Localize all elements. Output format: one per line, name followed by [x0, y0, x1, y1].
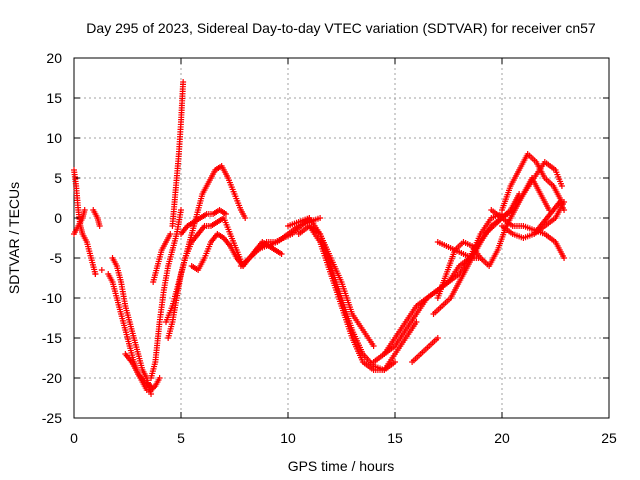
- data-point: [92, 271, 99, 277]
- series-arc-13: [178, 207, 229, 237]
- series-arc-1: [71, 167, 99, 277]
- data-point: [148, 391, 155, 397]
- series-arc-12: [163, 215, 247, 325]
- data-point: [317, 215, 324, 221]
- data-point: [392, 359, 398, 365]
- data-point: [167, 231, 174, 237]
- series-arc-18: [295, 223, 420, 373]
- y-tick-label: -5: [50, 250, 63, 266]
- grid: [74, 58, 609, 418]
- data-point: [96, 223, 103, 229]
- y-tick-label: 15: [46, 90, 62, 106]
- plot-area: [73, 57, 610, 419]
- series-arc-30: [531, 199, 568, 237]
- data-point: [98, 267, 105, 273]
- series-arc-6: [109, 255, 155, 397]
- series-arc-3: [90, 207, 103, 229]
- series-arc-21: [381, 255, 473, 357]
- series-arc-5: [105, 271, 163, 393]
- series-arc-11: [165, 163, 249, 341]
- data-point: [156, 375, 163, 381]
- data-point: [178, 207, 184, 213]
- x-tick-label: 10: [280, 430, 296, 446]
- series-arc-17: [285, 215, 398, 373]
- y-tick-label: 20: [46, 50, 62, 66]
- y-tick-labels: 20 15 10 5 0 -5 -10 -15 -20 -25: [42, 50, 62, 426]
- y-axis-title: SDTVAR / TECUs: [6, 182, 22, 294]
- y-tick-label: -20: [42, 370, 62, 386]
- series-arc-2: [71, 207, 88, 237]
- x-tick-label: 0: [70, 430, 78, 446]
- y-tick-label: 0: [54, 210, 62, 226]
- data-point: [370, 343, 377, 349]
- series-arc-7: [122, 351, 155, 389]
- data-point: [278, 251, 285, 257]
- y-tick-label: -10: [42, 290, 62, 306]
- x-axis-title: GPS time / hours: [288, 458, 395, 474]
- x-tick-label: 25: [601, 430, 617, 446]
- x-tick-label: 20: [494, 430, 510, 446]
- data-point: [477, 255, 484, 261]
- data-point: [148, 383, 155, 389]
- series-arc-22: [409, 335, 441, 365]
- data-point: [81, 207, 88, 213]
- y-tick-label: 10: [46, 130, 62, 146]
- data-series: [71, 79, 568, 397]
- x-tick-label: 15: [387, 430, 403, 446]
- y-tick-label: -15: [42, 330, 62, 346]
- series-arc-9: [150, 231, 174, 285]
- data-point: [242, 215, 249, 221]
- data-point: [222, 211, 229, 217]
- series-arc-8: [148, 207, 184, 381]
- series-arc-27: [499, 151, 565, 213]
- series-arc-4: [98, 267, 105, 273]
- data-point: [558, 183, 565, 189]
- data-point: [561, 255, 568, 261]
- series-arc-19: [306, 223, 377, 349]
- series-arc-10: [169, 79, 187, 229]
- x-tick-labels: 0 5 10 15 20 25: [70, 430, 617, 446]
- data-point: [180, 79, 187, 85]
- x-tick-label: 5: [177, 430, 185, 446]
- y-tick-label: 5: [54, 170, 62, 186]
- chart-title: Day 295 of 2023, Sidereal Day-to-day VTE…: [86, 20, 596, 36]
- series-arc-26: [466, 159, 565, 261]
- data-point: [413, 319, 420, 325]
- data-point: [434, 335, 441, 341]
- y-tick-label: -25: [42, 410, 62, 426]
- data-point: [561, 207, 568, 213]
